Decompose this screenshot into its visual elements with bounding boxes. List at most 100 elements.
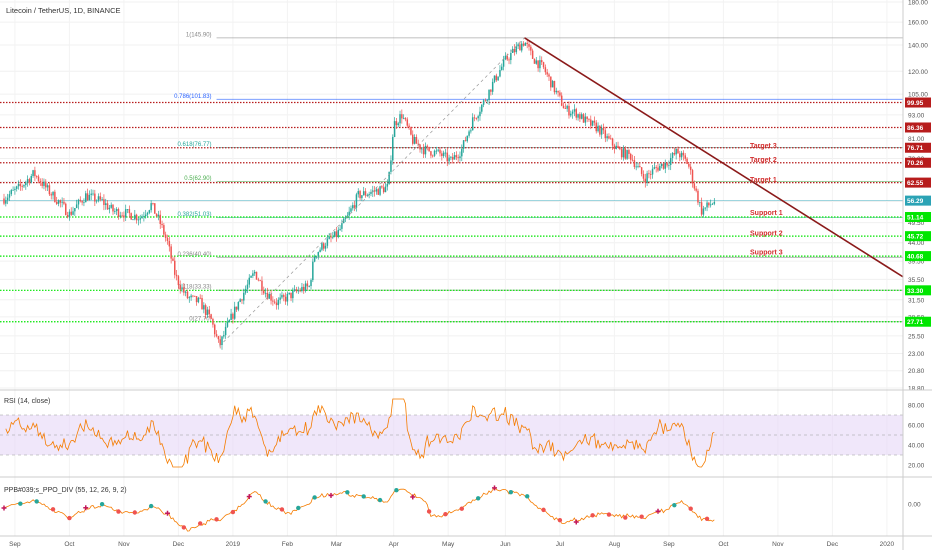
x-tick-label: 2019: [226, 541, 241, 548]
x-tick-label: Oct: [718, 541, 728, 548]
candle-body: [548, 74, 550, 77]
candle-body: [273, 301, 276, 303]
resistance-level-value: 99.95: [907, 100, 924, 107]
candle-body: [168, 241, 171, 247]
candle-body: [677, 148, 679, 154]
candle-body: [17, 183, 20, 187]
candle-body: [333, 231, 336, 237]
candle-body: [544, 67, 547, 73]
price-tick-label: 39.50: [908, 259, 925, 266]
ppo-dot: [345, 490, 350, 495]
candle-body: [364, 191, 367, 196]
x-tick-label: Oct: [64, 541, 74, 548]
candle-body: [608, 136, 610, 139]
price-tick-label: 44.00: [908, 240, 925, 247]
candle-body: [551, 80, 554, 88]
candle-body: [535, 60, 538, 64]
candle-body: [114, 211, 116, 212]
candle-body: [508, 59, 510, 61]
candle-body: [651, 168, 654, 175]
x-tick-label: Jul: [556, 541, 565, 548]
candle-body: [475, 118, 478, 119]
candle-body: [137, 219, 140, 221]
candle-body: [321, 243, 323, 250]
ppo-dot: [263, 499, 268, 504]
candle-body: [671, 152, 674, 159]
price-tick-label: 49.50: [908, 220, 925, 227]
candle-body: [602, 127, 605, 131]
candle-body: [673, 152, 676, 155]
candle-body: [166, 237, 169, 242]
candle-body: [172, 258, 174, 261]
candle-body: [275, 302, 278, 306]
candle-body: [39, 181, 42, 183]
candle-body: [110, 204, 112, 208]
candle-body: [244, 288, 247, 293]
candle-body: [462, 140, 465, 149]
candle-body: [441, 153, 443, 157]
candle-body: [622, 148, 625, 158]
candle-body: [431, 155, 434, 157]
candle-body: [6, 197, 9, 201]
candle-body: [553, 80, 556, 93]
candle-body: [430, 151, 432, 156]
candle-body: [52, 191, 54, 196]
support-level-tag: [905, 251, 931, 262]
candle-body: [442, 152, 445, 157]
candle-body: [546, 72, 548, 75]
candle-body: [604, 130, 607, 139]
candle-body: [115, 209, 118, 212]
candle-body: [493, 75, 496, 82]
candle-body: [177, 276, 180, 286]
candle-body: [439, 149, 441, 154]
candle-body: [68, 211, 71, 218]
candle-body: [646, 173, 648, 183]
candle-body: [355, 194, 358, 208]
candle-body: [134, 214, 136, 220]
candle-body: [252, 273, 254, 276]
resistance-level-tag: [905, 97, 931, 108]
candle-body: [263, 290, 265, 294]
candle-body: [573, 109, 576, 112]
candle-body: [464, 140, 467, 142]
candle-body: [272, 300, 274, 302]
candle-body: [233, 306, 236, 319]
candle-body: [288, 292, 290, 294]
candle-body: [217, 336, 220, 340]
candle-body: [575, 109, 577, 118]
price-tick-label: 105.00: [908, 92, 928, 99]
candle-body: [179, 285, 181, 290]
candle-body: [55, 201, 58, 204]
candle-body: [290, 292, 292, 299]
ppo-dot: [296, 505, 301, 511]
candle-body: [224, 326, 227, 336]
candle-body: [610, 138, 612, 140]
candle-body: [319, 249, 321, 253]
candle-body: [497, 76, 499, 81]
candle-body: [121, 215, 123, 217]
candle-body: [401, 114, 403, 119]
candle-body: [522, 43, 525, 46]
candle-body: [34, 170, 36, 177]
candle-body: [54, 191, 56, 202]
candle-body: [72, 211, 74, 215]
candle-body: [326, 238, 329, 246]
ppo-dot: [361, 494, 366, 499]
candle-body: [310, 280, 312, 287]
candle-body: [30, 176, 32, 183]
candle-body: [215, 334, 218, 337]
candle-body: [128, 209, 131, 214]
candle-body: [339, 228, 341, 230]
candle-body: [555, 90, 558, 93]
level-annotation: Support 3: [750, 250, 783, 257]
candle-body: [92, 193, 94, 195]
rsi-tick-label: 20.00: [908, 463, 925, 470]
candle-body: [253, 271, 256, 274]
candle-body: [59, 200, 62, 203]
ppo-dot: [606, 512, 612, 517]
candle-body: [486, 100, 488, 101]
candle-body: [473, 117, 476, 119]
chart-title: Litecoin / TetherUS, 1D, BINANCE: [6, 6, 121, 15]
candle-body: [248, 277, 250, 285]
